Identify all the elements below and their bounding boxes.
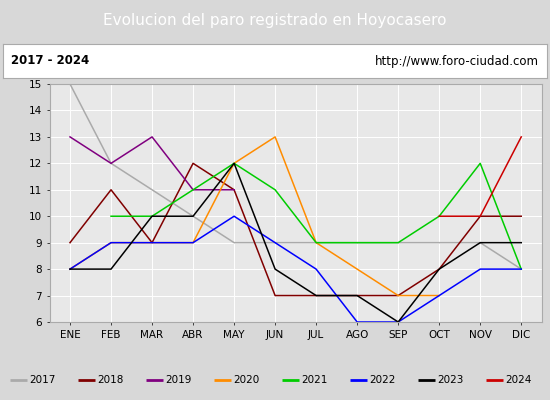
- Text: 2018: 2018: [97, 375, 124, 385]
- Text: 2019: 2019: [166, 375, 192, 385]
- Text: 2017 - 2024: 2017 - 2024: [11, 54, 89, 68]
- Text: 2023: 2023: [438, 375, 464, 385]
- Text: 2022: 2022: [370, 375, 396, 385]
- Text: http://www.foro-ciudad.com: http://www.foro-ciudad.com: [375, 54, 539, 68]
- Text: 2021: 2021: [301, 375, 328, 385]
- Text: 2017: 2017: [29, 375, 56, 385]
- Text: Evolucion del paro registrado en Hoyocasero: Evolucion del paro registrado en Hoyocas…: [103, 14, 447, 28]
- Text: 2020: 2020: [234, 375, 260, 385]
- Text: 2024: 2024: [506, 375, 532, 385]
